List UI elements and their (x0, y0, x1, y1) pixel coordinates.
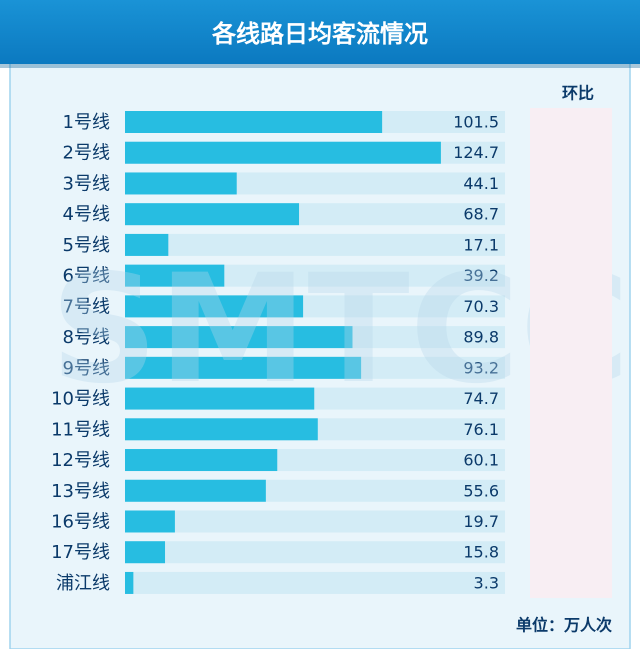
category-label: 2号线 (63, 143, 110, 164)
bar (125, 356, 362, 379)
bar-track (125, 233, 505, 256)
category-label: 3号线 (63, 173, 110, 194)
category-label: 13号线 (51, 481, 110, 502)
category-label: 17号线 (51, 542, 110, 563)
bar (125, 172, 237, 195)
bar (125, 479, 266, 502)
change-column (530, 108, 612, 598)
category-label: 6号线 (63, 266, 110, 287)
value-label: 44.1 (463, 174, 499, 193)
value-label: 15.8 (463, 543, 499, 562)
value-label: 19.7 (463, 512, 499, 531)
category-label: 1号线 (63, 112, 110, 133)
value-label: 60.1 (463, 451, 499, 470)
category-label: 10号线 (51, 389, 110, 410)
bar-track (125, 510, 505, 533)
value-label: 89.8 (463, 328, 499, 347)
header-shadow (0, 64, 640, 68)
value-label: 17.1 (463, 235, 499, 254)
value-label: 93.2 (463, 358, 499, 377)
value-label: 55.6 (463, 481, 499, 500)
value-label: 124.7 (453, 143, 499, 162)
header (0, 0, 640, 64)
value-label: 3.3 (474, 573, 499, 592)
bar (125, 141, 441, 164)
value-label: 101.5 (453, 113, 499, 132)
value-label: 70.3 (463, 297, 499, 316)
value-label: 76.1 (463, 420, 499, 439)
category-label: 7号线 (63, 296, 110, 317)
category-label: 11号线 (51, 419, 110, 440)
category-label: 4号线 (63, 204, 110, 225)
category-label: 8号线 (63, 327, 110, 348)
bar-track (125, 571, 505, 594)
chart-title: 各线路日均客流情况 (211, 20, 428, 48)
bar (125, 111, 383, 133)
category-label: 9号线 (63, 358, 110, 379)
category-label: 5号线 (63, 235, 110, 256)
bar (125, 387, 315, 410)
bar (125, 326, 353, 349)
bar (125, 295, 304, 318)
bar (125, 418, 318, 441)
unit-label: 单位：万人次 (516, 616, 612, 635)
value-label: 39.2 (463, 266, 499, 285)
category-label: 12号线 (51, 450, 110, 471)
category-label: 16号线 (51, 511, 110, 532)
bar (125, 571, 134, 594)
bar (125, 541, 166, 564)
value-label: 74.7 (463, 389, 499, 408)
bar (125, 264, 225, 287)
bar (125, 449, 278, 472)
value-label: 68.7 (463, 205, 499, 224)
bar (125, 233, 169, 256)
bar-track (125, 541, 505, 564)
bar (125, 510, 175, 533)
bar (125, 203, 300, 226)
category-label: 浦江线 (56, 573, 110, 594)
change-header: 环比 (562, 84, 594, 103)
